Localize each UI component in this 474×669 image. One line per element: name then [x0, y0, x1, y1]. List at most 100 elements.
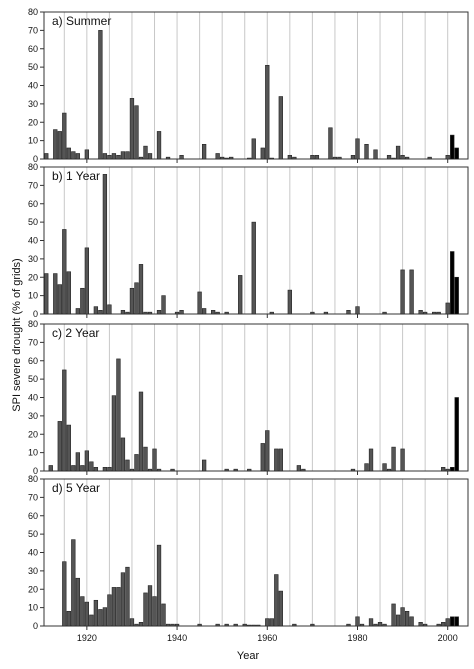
bar	[62, 561, 67, 627]
bar	[161, 295, 166, 315]
x-tick-label: 1960	[257, 633, 277, 643]
y-tick-label: 60	[28, 356, 38, 366]
y-tick-label: 30	[28, 411, 38, 421]
panel-title: d) 5 Year	[52, 481, 100, 495]
bar	[156, 468, 162, 472]
bar	[265, 618, 270, 627]
y-tick-label: 60	[28, 44, 38, 54]
bar	[404, 156, 410, 160]
bar	[134, 454, 139, 472]
bar	[346, 623, 351, 627]
bar	[296, 465, 302, 472]
bar	[382, 311, 387, 315]
bar	[418, 310, 423, 315]
chart-panel-0: 0 10 20 30 40 50 60 70 80 a) Summer	[28, 7, 469, 164]
bar	[66, 271, 71, 315]
bar	[62, 112, 67, 160]
bar	[66, 610, 71, 627]
bar	[265, 430, 270, 472]
bar	[355, 616, 360, 627]
bar	[247, 157, 252, 160]
y-tick-label: 60	[28, 511, 38, 521]
bar	[391, 603, 396, 627]
y-tick-label: 70	[28, 337, 38, 347]
y-tick-label: 50	[28, 529, 38, 539]
y-tick-label: 70	[28, 180, 38, 190]
bar	[355, 306, 360, 315]
bar	[337, 156, 342, 160]
highlight-bar	[450, 467, 455, 472]
bar	[152, 448, 157, 472]
bar	[111, 587, 117, 627]
bar	[269, 618, 274, 627]
highlight-bar	[454, 147, 459, 160]
bar	[143, 145, 148, 160]
bar	[75, 577, 80, 627]
bar	[116, 587, 121, 627]
bar	[71, 151, 76, 160]
bar	[102, 153, 108, 160]
y-tick-label: 50	[28, 217, 38, 227]
bar	[120, 572, 126, 627]
bar	[174, 623, 180, 627]
bar	[111, 153, 117, 160]
bar	[125, 151, 130, 160]
bar	[98, 30, 103, 160]
bar	[287, 155, 292, 160]
bar	[134, 282, 139, 315]
bar	[409, 616, 414, 627]
y-tick-label: 40	[28, 236, 38, 246]
bar	[143, 311, 148, 315]
bar	[400, 607, 405, 627]
bar	[134, 105, 139, 160]
bar	[355, 138, 360, 160]
bar	[292, 623, 297, 627]
bar	[53, 273, 58, 315]
bar	[247, 468, 252, 472]
bar	[445, 155, 450, 160]
y-tick-label: 0	[33, 309, 38, 319]
y-tick-label: 40	[28, 548, 38, 558]
panel-title: c) 2 Year	[52, 326, 99, 340]
bar	[310, 623, 315, 627]
bar	[111, 395, 117, 472]
bar	[350, 155, 356, 160]
bar	[233, 468, 238, 472]
bar	[287, 289, 292, 315]
y-tick-label: 20	[28, 117, 38, 127]
x-axis-label: Year	[236, 650, 260, 662]
bar	[143, 592, 148, 627]
bar	[251, 221, 256, 315]
bar	[174, 311, 180, 315]
bar	[93, 306, 99, 315]
bar	[80, 287, 85, 315]
bar	[179, 310, 184, 315]
bar	[432, 311, 437, 315]
bar	[62, 369, 67, 472]
bar	[147, 585, 153, 627]
y-tick-label: 70	[28, 492, 38, 502]
bar	[156, 131, 162, 160]
bar	[179, 155, 184, 160]
bar	[436, 311, 441, 315]
bar	[260, 443, 265, 472]
bar	[436, 623, 441, 627]
bar	[328, 127, 333, 160]
y-tick-label: 80	[28, 319, 38, 329]
bar	[391, 157, 396, 160]
bar	[310, 155, 315, 160]
bar	[89, 461, 94, 472]
bar	[138, 622, 144, 627]
bar	[80, 465, 85, 472]
y-tick-label: 20	[28, 429, 38, 439]
bar	[229, 156, 234, 160]
bar	[66, 424, 71, 472]
bar	[445, 302, 450, 315]
y-tick-label: 30	[28, 566, 38, 576]
bar	[147, 311, 153, 315]
chart-panel-1: 0 10 20 30 40 50 60 70 80 b) 1 Year	[28, 162, 469, 319]
bar	[292, 156, 297, 160]
bar	[84, 601, 90, 627]
bar	[125, 311, 130, 315]
panel-frame	[43, 11, 469, 160]
